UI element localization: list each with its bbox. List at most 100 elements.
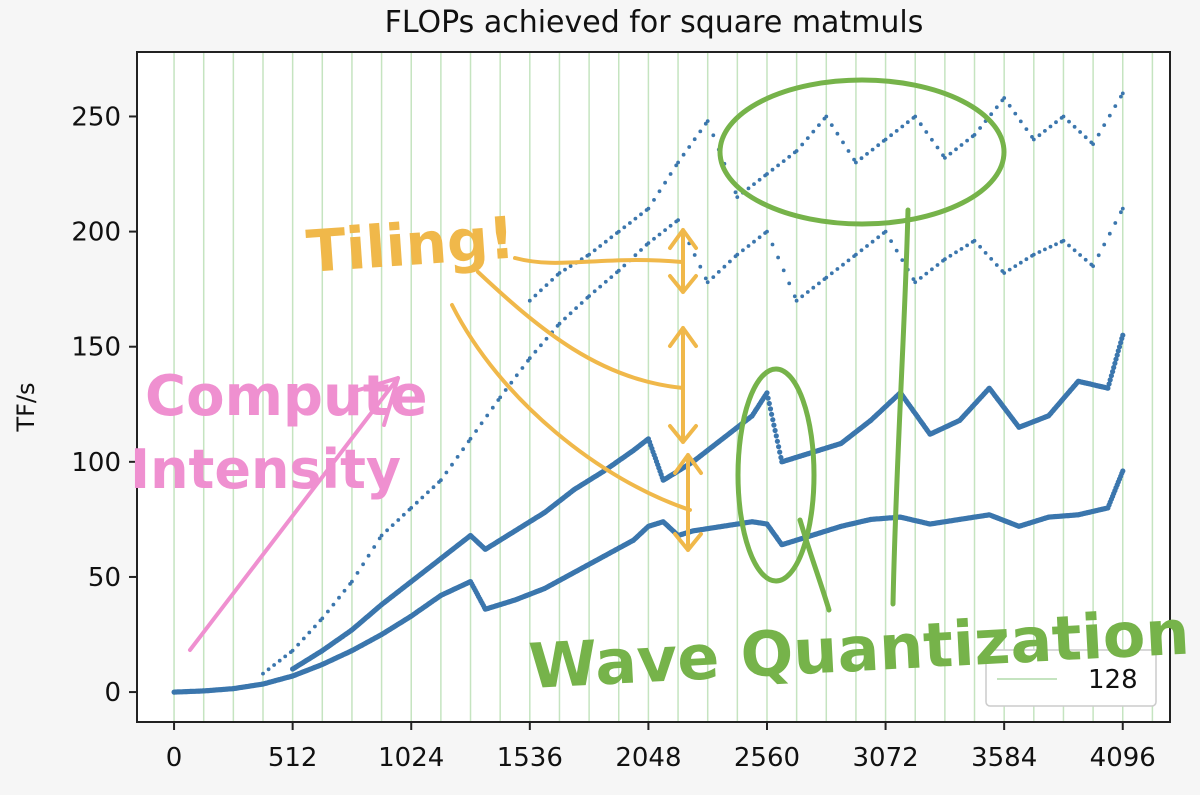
data-point bbox=[835, 267, 840, 271]
tiling-arrow-3 bbox=[450, 303, 692, 512]
data-point bbox=[692, 137, 697, 142]
x-tick-label: 3584 bbox=[971, 743, 1037, 773]
data-point bbox=[444, 470, 449, 475]
data-point bbox=[954, 147, 958, 152]
data-point bbox=[698, 129, 703, 134]
data-point bbox=[603, 239, 608, 244]
data-point bbox=[527, 298, 532, 303]
data-point bbox=[657, 232, 662, 237]
data-point bbox=[1102, 123, 1107, 127]
data-point bbox=[835, 131, 840, 136]
data-point bbox=[989, 112, 994, 117]
data-point bbox=[846, 258, 851, 263]
data-point bbox=[752, 239, 756, 244]
data-point bbox=[277, 658, 282, 663]
data-point bbox=[557, 321, 562, 326]
data-point bbox=[905, 120, 910, 125]
data-point bbox=[355, 571, 360, 575]
intensity-label: Intensity bbox=[130, 438, 401, 501]
data-point bbox=[781, 268, 786, 273]
data-point bbox=[550, 278, 554, 282]
data-point bbox=[776, 163, 780, 168]
compute-arrow-head bbox=[350, 376, 400, 427]
data-point bbox=[1037, 250, 1042, 254]
data-point bbox=[889, 239, 893, 244]
data-point bbox=[776, 255, 780, 260]
data-point bbox=[385, 528, 389, 533]
plot-frame bbox=[136, 51, 1171, 723]
data-point bbox=[983, 251, 988, 255]
data-point bbox=[401, 512, 406, 517]
data-point bbox=[1072, 124, 1077, 129]
x-tick-label: 2560 bbox=[734, 743, 800, 773]
data-point bbox=[948, 151, 953, 156]
y-tick-label: 100 bbox=[71, 448, 121, 478]
data-point bbox=[455, 455, 460, 459]
data-point bbox=[490, 405, 495, 410]
data-point bbox=[918, 122, 923, 127]
data-point bbox=[687, 145, 692, 149]
data-point bbox=[959, 247, 964, 251]
data-point bbox=[1108, 373, 1114, 379]
data-point bbox=[778, 454, 784, 461]
data-point bbox=[824, 114, 829, 119]
data-point bbox=[1114, 352, 1120, 358]
data-point bbox=[633, 216, 638, 221]
data-point bbox=[320, 616, 325, 621]
data-point bbox=[930, 137, 934, 142]
data-point bbox=[854, 160, 858, 165]
data-point bbox=[978, 244, 982, 249]
data-point bbox=[924, 130, 929, 134]
data-point bbox=[817, 123, 821, 127]
data-point bbox=[366, 553, 371, 558]
data-point bbox=[609, 235, 614, 240]
data-point bbox=[514, 373, 519, 378]
data-point bbox=[622, 225, 627, 230]
data-point bbox=[326, 609, 330, 614]
data-point bbox=[948, 253, 953, 258]
data-point bbox=[479, 421, 484, 426]
y-tick-label: 250 bbox=[71, 102, 121, 132]
data-point bbox=[1107, 231, 1112, 236]
data-point bbox=[652, 236, 656, 241]
data-point bbox=[1031, 252, 1036, 257]
data-point bbox=[1024, 257, 1029, 262]
data-point bbox=[313, 624, 317, 629]
data-point bbox=[989, 257, 994, 261]
data-point bbox=[805, 290, 810, 294]
data-series bbox=[171, 91, 1126, 695]
data-point bbox=[1107, 377, 1113, 383]
data-point bbox=[1067, 243, 1071, 248]
data-point bbox=[1061, 238, 1066, 243]
data-point bbox=[941, 153, 945, 158]
data-point bbox=[924, 271, 929, 276]
data-point bbox=[692, 253, 697, 257]
data-point bbox=[1078, 130, 1082, 134]
legend-label: 128 bbox=[1088, 665, 1138, 695]
data-point bbox=[468, 436, 473, 441]
x-tick-label: 1024 bbox=[378, 743, 444, 773]
data-point bbox=[757, 235, 762, 240]
data-point bbox=[520, 366, 525, 370]
data-point bbox=[722, 264, 727, 269]
data-point bbox=[770, 417, 776, 423]
data-point bbox=[283, 654, 288, 659]
data-point bbox=[829, 271, 834, 276]
legend-box bbox=[985, 649, 1157, 707]
data-point bbox=[787, 154, 792, 159]
data-point bbox=[1048, 244, 1053, 249]
data-point bbox=[900, 258, 905, 262]
data-point bbox=[414, 500, 419, 505]
x-tick-label: 3072 bbox=[852, 743, 918, 773]
data-point bbox=[776, 444, 782, 450]
data-point bbox=[639, 212, 643, 217]
tiling-arrow-1 bbox=[513, 256, 684, 265]
tiling-bracket-2 bbox=[668, 326, 698, 444]
data-point bbox=[361, 562, 365, 567]
tiling-label: Tiling! bbox=[304, 204, 517, 286]
x-axis-ticks: 0 512 1024 1536 2048 2560 3072 3584 4096 bbox=[166, 722, 1156, 773]
data-point bbox=[765, 229, 769, 234]
data-point bbox=[496, 398, 501, 402]
data-point bbox=[1115, 348, 1121, 354]
